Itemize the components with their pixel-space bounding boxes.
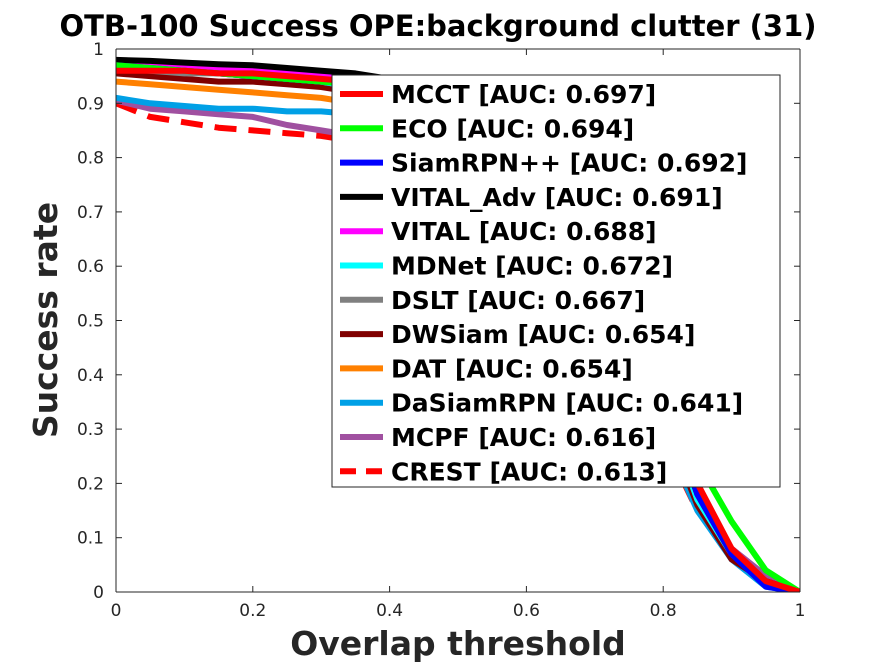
y-tick-label: 0.6 xyxy=(77,257,104,277)
y-tick-label: 0.5 xyxy=(77,312,104,332)
y-tick-label: 0.4 xyxy=(77,366,104,386)
x-tick-label: 0.4 xyxy=(376,601,403,621)
x-axis-label: Overlap threshold xyxy=(290,624,626,663)
y-tick-label: 0.1 xyxy=(77,529,104,549)
legend-entry: DAT [AUC: 0.654] xyxy=(391,354,633,383)
x-tick-label: 1 xyxy=(795,601,806,621)
legend-entry: VITAL_Adv [AUC: 0.691] xyxy=(391,183,723,212)
legend-entry: MCPF [AUC: 0.616] xyxy=(391,423,656,452)
legend-entry: DaSiamRPN [AUC: 0.641] xyxy=(391,389,743,418)
legend-entry: VITAL [AUC: 0.688] xyxy=(391,217,657,246)
legend-entry: MCCT [AUC: 0.697] xyxy=(391,80,656,109)
x-tick-label: 0 xyxy=(111,601,122,621)
y-tick-label: 0 xyxy=(93,583,104,603)
legend-entry: MDNet [AUC: 0.672] xyxy=(391,252,673,281)
x-tick-label: 0.8 xyxy=(650,601,677,621)
y-axis-label: Success rate xyxy=(26,202,65,438)
y-tick-label: 0.3 xyxy=(77,420,104,440)
y-tick-label: 0.2 xyxy=(77,474,104,494)
y-tick-label: 0.8 xyxy=(77,149,104,169)
x-tick-label: 0.2 xyxy=(239,601,266,621)
tick-layer: 0 0.2 0.4 0.6 0.8 1 0 0.1 0.2 0.3 0.4 0.5 0.6 0.7 0.8 0… xyxy=(77,40,805,621)
legend-box xyxy=(331,74,781,488)
legend: MCCT [AUC: 0.697] ECO [AUC: 0.694] SiamRPN… xyxy=(331,74,781,488)
legend-entry: DWSiam [AUC: 0.654] xyxy=(391,320,695,349)
y-tick-label: 1 xyxy=(93,40,104,60)
legend-entry: DSLT [AUC: 0.667] xyxy=(391,286,645,315)
y-tick-label: 0.9 xyxy=(77,94,104,114)
y-tick-label: 0.7 xyxy=(77,203,104,223)
legend-entry: CREST [AUC: 0.613] xyxy=(391,457,667,486)
chart-title: OTB-100 Success OPE:background clutter (… xyxy=(59,9,816,43)
legend-entry: ECO [AUC: 0.694] xyxy=(391,114,634,143)
x-tick-label: 0.6 xyxy=(513,601,540,621)
legend-entry: SiamRPN++ [AUC: 0.692] xyxy=(391,149,747,178)
